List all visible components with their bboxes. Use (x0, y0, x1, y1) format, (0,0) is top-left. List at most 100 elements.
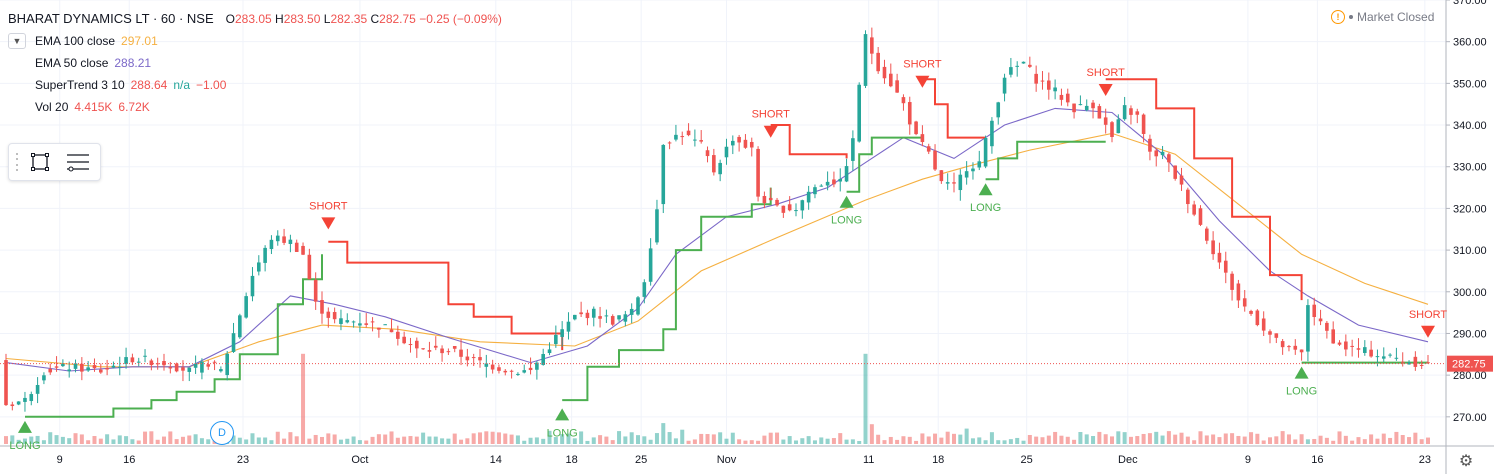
volume-bar (1103, 434, 1108, 444)
candle-body (503, 370, 508, 373)
dividend-marker[interactable]: D (210, 421, 234, 445)
legend-item-supertrend[interactable]: SuperTrend 3 10 288.64 n/a −1.00 (8, 74, 502, 96)
volume-bar (572, 438, 577, 444)
volume-bar (566, 433, 571, 444)
candle-body (1078, 104, 1083, 106)
candle-body (895, 80, 899, 93)
long-signal-label: LONG (547, 427, 578, 439)
candle-body (1312, 304, 1317, 318)
candle-body (105, 367, 109, 370)
candle-body (29, 394, 34, 402)
candle-body (1091, 102, 1095, 109)
legend-item-value: 297.01 (121, 34, 158, 48)
volume-bar (958, 434, 963, 444)
candle-body (825, 181, 830, 186)
legend-item-ema100[interactable]: ▼ EMA 100 close 297.01 (8, 30, 502, 52)
candle-body (1059, 94, 1064, 100)
candle-body (655, 209, 659, 243)
legend-item-value: n/a (173, 78, 191, 92)
x-tick-label: 9 (57, 454, 63, 466)
candle-body (193, 363, 198, 368)
volume-bar (623, 436, 628, 444)
volume-bar (117, 435, 122, 444)
candle-body (1084, 105, 1089, 111)
legend-item-value: 288.64 (130, 78, 168, 92)
volume-bar (680, 429, 685, 444)
candle-body (117, 366, 122, 368)
candle-body (402, 336, 406, 344)
volume-bar (585, 440, 590, 444)
candle-body (983, 137, 988, 167)
volume-bar (383, 434, 388, 444)
volume-bar (1002, 440, 1007, 444)
candle-body (408, 344, 413, 346)
volume-bar (800, 438, 805, 444)
candle-body (522, 370, 527, 373)
volume-bar (515, 435, 520, 444)
legend-item-ema50[interactable]: EMA 50 close 288.21 (8, 52, 502, 74)
candle-body (1072, 103, 1076, 113)
candle-body (212, 361, 217, 363)
candle-body (598, 316, 602, 319)
volume-bar (914, 440, 919, 444)
candle-body (623, 314, 628, 322)
volume-bar (1426, 437, 1430, 444)
candle-body (1097, 106, 1102, 119)
market-status[interactable]: ! Market Closed (1331, 10, 1434, 24)
volume-bar (370, 436, 375, 444)
supertrend-down-line (770, 124, 848, 159)
candle-body (1268, 331, 1272, 335)
volume-bar (1217, 437, 1222, 444)
candle-body (838, 178, 843, 182)
volume-bar (952, 433, 956, 444)
candle-body (1148, 138, 1152, 152)
floating-toolbox[interactable] (8, 143, 101, 181)
volume-bar (825, 438, 830, 444)
candle-body (345, 320, 350, 323)
candle-body (1002, 77, 1007, 94)
candle-body (23, 397, 27, 402)
candle-body (964, 171, 969, 178)
volume-bar (895, 439, 900, 444)
candle-body (1249, 310, 1253, 314)
volume-bar (1160, 435, 1165, 444)
candle-body (907, 102, 912, 125)
volume-bar (357, 440, 362, 444)
volume-bar (465, 438, 470, 444)
volume-bar (560, 434, 565, 444)
volume-bar (421, 432, 426, 444)
candle-body (775, 199, 779, 206)
last-price-badge (1447, 355, 1493, 372)
volume-bar (1065, 436, 1070, 444)
rectangle-icon[interactable] (21, 145, 59, 179)
candle-body (433, 345, 438, 348)
candle-body (636, 297, 640, 315)
chevron-down-icon[interactable]: ▼ (8, 33, 26, 49)
drag-grip-icon[interactable] (13, 151, 21, 173)
volume-bar (1008, 439, 1013, 444)
volume-bar (1299, 434, 1304, 444)
candle-body (642, 282, 647, 297)
candle-body (806, 191, 811, 203)
volume-bar (724, 438, 729, 444)
candle-body (680, 136, 685, 138)
list-lines-icon[interactable] (59, 145, 97, 179)
volume-bar (345, 438, 350, 444)
candle-body (1400, 361, 1405, 363)
volume-bar (654, 433, 659, 444)
volume-bar (1343, 435, 1348, 444)
candle-body (1369, 349, 1373, 357)
legend-item-value: −1.00 (196, 78, 227, 92)
volume-bar (762, 435, 767, 444)
legend-item-volume[interactable]: Vol 20 4.415K 6.72K (8, 96, 502, 118)
volume-bar (844, 439, 849, 444)
candle-body (1103, 117, 1108, 125)
long-signal-label: LONG (831, 215, 862, 227)
candle-body (1325, 322, 1329, 331)
volume-bar (686, 440, 691, 444)
volume-bar (256, 437, 261, 444)
gear-icon[interactable]: ⚙ (1458, 453, 1474, 470)
symbol-title[interactable]: BHARAT DYNAMICS LT · 60 · NSE (8, 11, 214, 26)
short-signal-label: SHORT (903, 59, 942, 71)
